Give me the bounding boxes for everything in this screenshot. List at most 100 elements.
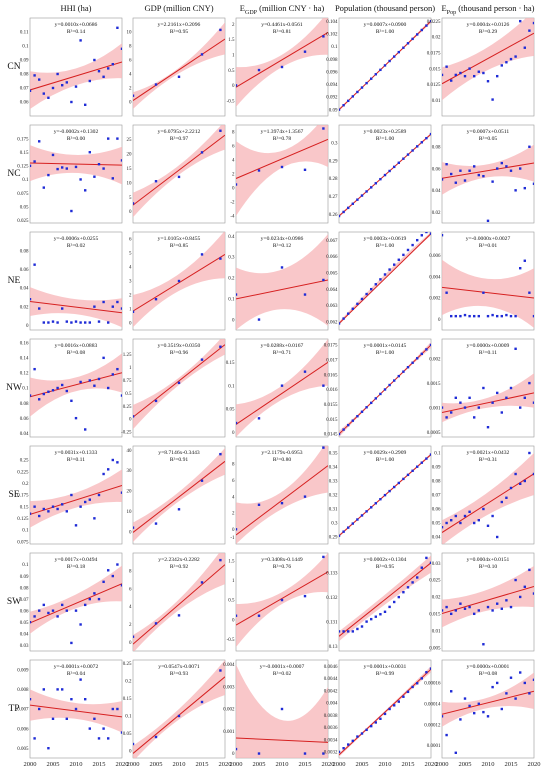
x-tick-0-0: 2000 [24, 761, 37, 767]
data-point-cn-4-17 [519, 19, 522, 23]
confidence-band-nc-4 [442, 144, 534, 195]
data-point-nc-4-17 [519, 167, 522, 170]
data-point-ne-2-0 [236, 293, 238, 296]
data-point-tp-3-9 [379, 717, 382, 720]
y-tick-ne-4-2: 0.004 [429, 275, 441, 280]
data-point-nc-3-7 [370, 186, 373, 189]
x-tick-1-4: 2020 [219, 761, 232, 767]
regression-line-ne-1 [133, 253, 225, 312]
data-point-tp-4-11 [491, 685, 494, 689]
data-point-se-3-20 [429, 453, 431, 456]
data-point-se-4-8 [477, 519, 480, 522]
y-tick-nw-1-2: 0.25 [123, 405, 132, 410]
r-squared-nc-3: R²=1.00 [376, 136, 395, 142]
y-tick-ne-3-1: 0.063 [326, 304, 338, 309]
data-point-cn-1-1 [154, 83, 158, 86]
y-tick-se-2-5: 8 [232, 463, 235, 468]
y-tick-se-1-3: 30 [127, 469, 133, 474]
data-point-nc-4-0 [442, 178, 444, 181]
data-point-sw-3-7 [370, 617, 373, 621]
y-tick-nw-1-0: -0.25 [121, 431, 132, 436]
y-tick-nw-4-3: 0.002 [429, 357, 441, 362]
y-tick-se-1-0: 0 [129, 530, 132, 535]
y-tick-nw-0-3: 0.1 [22, 387, 29, 392]
data-point-nc-3-8 [374, 182, 377, 185]
data-point-cn-0-14 [93, 58, 96, 62]
y-tick-cn-4-4: 0.0175 [427, 51, 441, 56]
y-tick-nc-3-4: 0.3 [331, 142, 338, 147]
y-tick-nc-3-3: 0.29 [329, 159, 338, 164]
y-tick-se-4-3: 0.07 [432, 494, 441, 499]
data-point-ne-1-2 [177, 279, 181, 283]
data-point-sw-3-0 [339, 630, 341, 633]
y-tick-se-3-6: 0.35 [329, 452, 338, 457]
data-point-ne-2-3 [303, 293, 307, 296]
regression-line-se-1 [133, 460, 225, 533]
data-point-cn-3-5 [360, 86, 364, 89]
data-point-nc-2-1 [257, 169, 261, 172]
r-squared-se-3: R²=1.00 [376, 457, 395, 463]
r-squared-sw-4: R²=0.10 [479, 564, 498, 570]
y-tick-sw-2-1: 0 [232, 618, 235, 623]
data-point-cn-4-19 [528, 29, 531, 32]
data-point-sw-0-12 [84, 603, 87, 607]
data-point-cn-0-18 [111, 63, 114, 66]
y-tick-sw-3-0: 0.13 [329, 645, 338, 650]
data-point-tp-0-6 [56, 688, 59, 691]
data-point-cn-4-20 [532, 21, 534, 25]
data-point-se-0-13 [88, 498, 91, 501]
data-point-tp-3-4 [356, 735, 359, 738]
y-tick-cn-3-6: 0.102 [326, 33, 338, 38]
x-tick-2-1: 2005 [253, 761, 266, 767]
data-point-nw-4-6 [468, 396, 471, 399]
data-point-ne-4-20 [532, 314, 534, 318]
data-point-sw-1-1 [154, 622, 158, 625]
data-point-tp-4-0 [442, 715, 444, 718]
data-point-ne-0-5 [51, 320, 55, 323]
data-point-nc-4-1 [445, 163, 448, 166]
data-point-ne-0-13 [88, 321, 91, 324]
data-point-ne-0-14 [93, 305, 96, 308]
data-point-cn-1-2 [177, 75, 181, 78]
data-point-sw-0-7 [61, 603, 64, 607]
data-point-nw-0-2 [38, 398, 41, 401]
data-point-ne-0-3 [42, 321, 45, 324]
data-point-cn-3-8 [374, 73, 377, 76]
data-point-ne-4-2 [450, 314, 453, 318]
data-point-tp-3-5 [360, 732, 364, 735]
data-point-cn-4-4 [459, 71, 462, 75]
y-tick-sw-1-4: 8 [129, 570, 132, 575]
x-tick-2-4: 2020 [322, 761, 335, 767]
y-tick-ne-2-4: 0.4 [228, 235, 235, 240]
y-tick-nw-1-6: 1.25 [123, 353, 132, 358]
regression-line-se-2 [236, 465, 328, 536]
data-point-tp-2-2 [280, 707, 284, 711]
data-point-ne-4-7 [473, 314, 476, 318]
data-point-se-2-0 [236, 528, 238, 531]
r-squared-cn-1: R²=0.95 [170, 29, 189, 35]
confidence-band-tp-4 [442, 672, 534, 727]
data-point-tp-3-7 [370, 724, 373, 728]
data-point-tp-4-9 [482, 710, 485, 714]
data-point-tp-3-16 [411, 685, 414, 689]
data-point-cn-2-0 [236, 84, 238, 87]
data-point-nw-4-2 [450, 411, 453, 414]
data-point-cn-4-12 [496, 74, 499, 78]
data-point-se-0-18 [111, 458, 114, 462]
data-point-cn-2-1 [257, 68, 261, 72]
data-point-ne-0-1 [33, 263, 36, 266]
data-point-se-3-16 [411, 469, 414, 472]
data-point-tp-0-13 [88, 727, 91, 730]
data-point-tp-0-11 [79, 678, 82, 681]
y-tick-ne-3-5: 0.067 [326, 239, 338, 244]
data-point-nw-0-5 [51, 389, 55, 392]
y-tick-ne-3-0: 0.062 [326, 321, 338, 326]
data-point-cn-4-18 [523, 46, 526, 49]
data-point-cn-1-3 [200, 53, 204, 56]
data-point-ne-2-4 [322, 278, 325, 282]
data-point-sw-0-14 [93, 592, 96, 595]
y-tick-se-4-0: 0.04 [432, 536, 441, 541]
y-tick-nc-2-5: 6 [232, 145, 235, 150]
data-point-tp-4-5 [463, 697, 467, 700]
data-point-cn-0-6 [56, 72, 59, 76]
